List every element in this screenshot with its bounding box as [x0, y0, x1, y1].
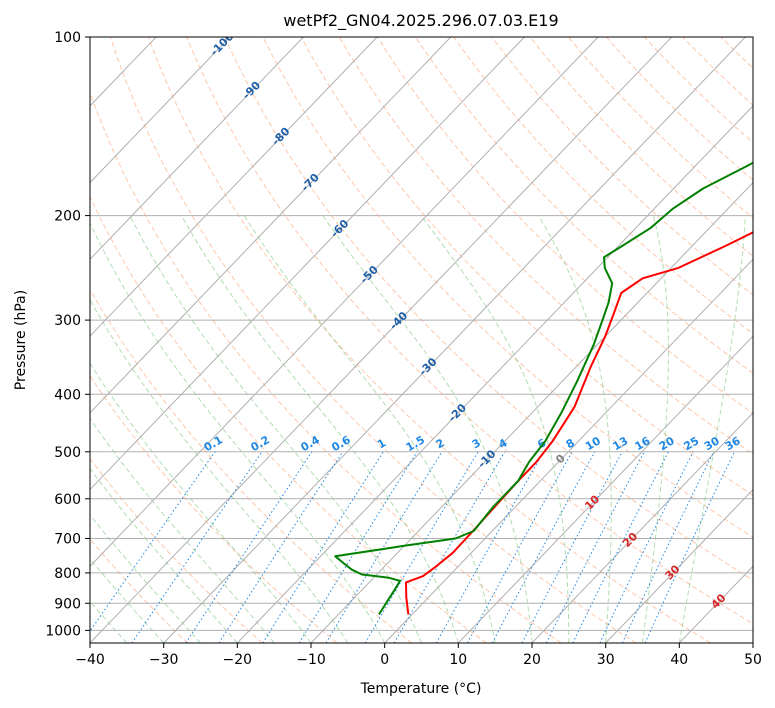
y-tick-label: 1000 [45, 623, 81, 639]
mixing-ratio-line [325, 451, 443, 643]
x-axis-label: Temperature (°C) [360, 681, 482, 697]
isotherm-line [90, 37, 673, 643]
y-tick-label: 400 [54, 387, 81, 403]
mixing-ratio-line [393, 451, 506, 643]
isotherm-line [384, 258, 753, 643]
isotherm-line [457, 335, 753, 643]
x-tick-label: 40 [670, 652, 688, 668]
mixing-ratio-line [599, 451, 694, 643]
dry-adiabat [90, 195, 487, 643]
dry-adiabat [644, 37, 753, 144]
moist-adiabat [129, 215, 422, 643]
mixing-ratio-line [262, 451, 384, 643]
moist-adiabat [90, 221, 386, 643]
mixing-ratio-line [364, 451, 479, 643]
x-tick-label: 0 [380, 652, 389, 668]
y-tick-label: 900 [54, 596, 81, 612]
mixing-ratio-line [491, 451, 596, 643]
isotherm-line [90, 37, 304, 261]
isotherm-line [310, 181, 753, 643]
plot-frame [89, 36, 754, 644]
dry-adiabat [529, 37, 753, 257]
moist-adiabat [181, 215, 459, 643]
mixing-ratio-line [90, 451, 216, 632]
moist-adiabat [642, 215, 669, 643]
isotherm-line [90, 37, 378, 337]
x-tick-label: 50 [744, 652, 762, 668]
x-tick-label: 30 [597, 652, 615, 668]
dry-adiabat [90, 538, 189, 643]
pressure-gridlines [90, 37, 753, 631]
y-tick-label: 200 [54, 209, 81, 225]
mixing-ratio-line [621, 451, 715, 643]
mixing-ratio-line [467, 451, 573, 643]
isotherm-line [90, 37, 599, 567]
moist-adiabat [90, 514, 201, 643]
x-tick-label: 10 [449, 652, 467, 668]
y-tick-label: 700 [54, 532, 81, 548]
dry-adiabat [109, 37, 637, 643]
sounding-profiles [334, 161, 753, 616]
isotherm-line [90, 37, 231, 184]
y-axis-ticks: 100 200 300 400 500 600 700 800 900 1000 [45, 30, 90, 639]
dry-adiabat [300, 37, 753, 496]
y-axis-label: Pressure (hPa) [13, 290, 29, 390]
moist-adiabat [243, 215, 496, 643]
dry-adiabat [453, 37, 753, 335]
isotherm-line [605, 488, 753, 643]
isotherm-line [236, 105, 753, 643]
temperature-profile [405, 231, 753, 615]
chart-title: wetPf2_GN04.2025.296.07.03.E19 [283, 11, 558, 31]
isotherm-line [90, 37, 452, 414]
dry-adiabat [567, 37, 753, 219]
dry-adiabat [415, 37, 753, 374]
isotherm-line [531, 412, 753, 643]
y-tick-label: 100 [54, 30, 81, 46]
dewpoint-profile [334, 161, 753, 616]
moist-adiabat [322, 215, 533, 643]
x-tick-label: −30 [149, 652, 179, 668]
x-tick-label: −10 [296, 652, 326, 668]
moist-adiabat [90, 467, 238, 643]
dry-adiabat [186, 37, 753, 625]
y-tick-label: 500 [54, 445, 81, 461]
y-tick-label: 600 [54, 492, 81, 508]
x-tick-label: 20 [523, 652, 541, 668]
x-tick-label: −40 [75, 652, 105, 668]
moist-adiabat [90, 298, 349, 643]
mixing-ratio-line [298, 451, 418, 643]
dry-adiabat [90, 288, 413, 643]
dry-adiabat [262, 37, 753, 539]
isotherm-line [163, 37, 746, 643]
mixing-ratio-line [644, 451, 735, 643]
y-tick-label: 300 [54, 313, 81, 329]
mixing-ratio-line [131, 451, 263, 643]
moist-adiabat [420, 215, 570, 643]
dry-adiabat [90, 457, 263, 643]
isotherm-line [90, 37, 525, 491]
x-axis-ticks: −40 −30 −20 −10 0 10 20 30 40 50 [75, 643, 762, 668]
mixing-ratio-line [435, 451, 545, 643]
y-tick-label: 800 [54, 566, 81, 582]
dry-adiabat [224, 37, 753, 581]
moist-adiabat [90, 558, 165, 643]
x-tick-label: −20 [223, 652, 253, 668]
moist-adiabat [90, 600, 128, 643]
isotherms [90, 37, 753, 643]
